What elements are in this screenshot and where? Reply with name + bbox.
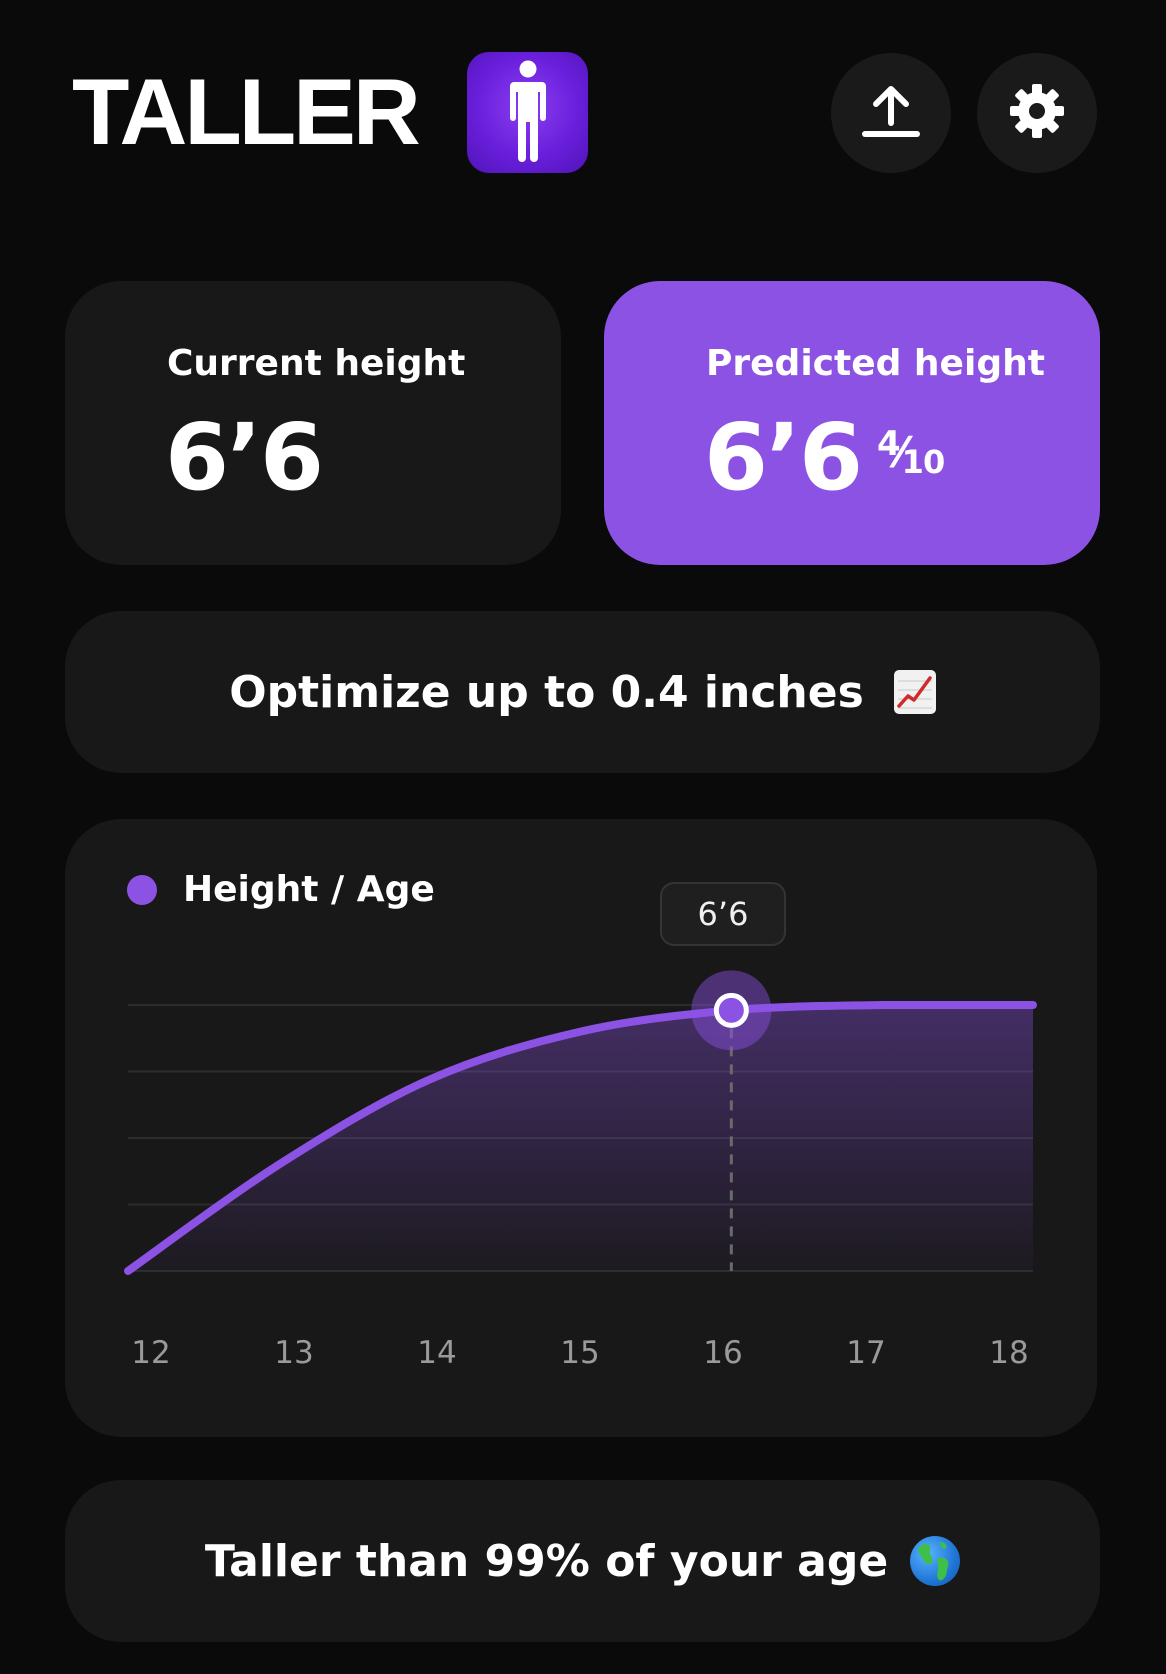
optimize-banner[interactable]: Optimize up to 0.4 inches [65,611,1100,773]
legend-label: Height / Age [183,869,435,910]
chart-legend: Height / Age [127,869,435,910]
chart-line [124,1000,1037,1275]
current-height-label: Current height [167,343,466,384]
predicted-height-card: Predicted height 6’6 4⁄10 [604,281,1100,565]
percentile-text: Taller than 99% of your age [204,1535,889,1587]
optimize-text: Optimize up to 0.4 inches [229,666,864,718]
predicted-height-value: 6’6 [704,404,863,511]
predicted-height-label: Predicted height [706,343,1045,384]
x-tick-label: 15 [560,1335,600,1371]
x-tick-label: 13 [274,1335,314,1371]
current-height-value: 6’6 [165,404,324,511]
app-title: TALLER [72,59,421,164]
fraction-slash: ⁄ [897,428,905,477]
x-tick-label: 18 [989,1335,1029,1371]
app-logo [467,52,588,173]
upload-icon [861,81,921,145]
upload-button[interactable] [831,53,951,173]
x-tick-label: 12 [131,1335,171,1371]
person-icon [508,60,548,166]
x-tick-label: 17 [846,1335,886,1371]
globe-icon [910,1536,961,1586]
predicted-height-fraction: 4⁄10 [877,424,945,481]
fraction-numerator: 4 [876,424,901,464]
chart-area [128,1005,1033,1271]
gear-icon [1007,81,1067,145]
highlight-point [713,992,749,1028]
chart-tooltip: 6’6 [660,882,786,946]
chart-increasing-icon [893,670,936,714]
fraction-denominator: 10 [901,443,946,481]
current-height-card: Current height 6’6 [65,281,561,565]
x-tick-label: 14 [417,1335,457,1371]
predicted-height-value-row: 6’6 4⁄10 [704,403,945,513]
legend-dot [127,874,157,905]
percentile-banner[interactable]: Taller than 99% of your age [65,1480,1100,1642]
x-tick-label: 16 [703,1335,743,1371]
settings-button[interactable] [977,53,1097,173]
